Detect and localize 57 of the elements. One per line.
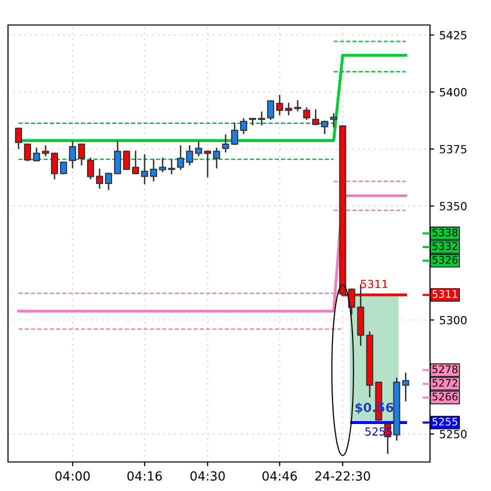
y-tick-label: 5300 xyxy=(440,316,467,324)
candlestick xyxy=(267,100,274,120)
candlestick xyxy=(105,172,112,190)
ref-line-label: 5278 xyxy=(432,365,458,374)
candlestick xyxy=(222,134,230,152)
candlestick xyxy=(186,145,194,166)
series-label: 5311 xyxy=(360,280,388,288)
candlestick xyxy=(249,118,256,126)
y-tick-label: 5350 xyxy=(440,202,467,210)
candlestick xyxy=(294,100,302,112)
ref-line-label: 5338 xyxy=(432,228,458,236)
x-tick-label: 24-22:30 xyxy=(315,471,370,481)
y-tick-label: 5400 xyxy=(440,88,467,96)
candlestick xyxy=(285,102,292,116)
ref-line-label: 5272 xyxy=(432,378,458,387)
candlestick xyxy=(231,122,238,145)
ref-line-label: 5332 xyxy=(432,242,458,250)
y-tick-label: 5250 xyxy=(440,430,467,438)
candlestick xyxy=(213,148,220,168)
candlestick xyxy=(69,141,76,168)
ref-line-label: 5266 xyxy=(432,392,458,401)
candlestick xyxy=(42,145,50,156)
candlestick xyxy=(321,120,328,134)
candlestick xyxy=(240,118,248,134)
candlestick xyxy=(141,154,148,184)
candlestick xyxy=(15,128,22,150)
y-tick-label: 5425 xyxy=(440,31,466,40)
candlestick xyxy=(78,144,86,166)
candlestick xyxy=(330,113,338,128)
x-tick-label: 04:30 xyxy=(190,471,225,481)
candlestick xyxy=(402,372,410,402)
candlestick xyxy=(96,168,104,189)
x-tick-label: 04:00 xyxy=(55,471,90,481)
candlestick xyxy=(24,144,32,162)
candlestick xyxy=(87,158,94,180)
y-tick-label: 5375 xyxy=(440,144,466,154)
candlestick xyxy=(51,152,58,180)
ref-line-label: 5255 xyxy=(432,418,458,426)
x-tick-label: 04:46 xyxy=(262,471,297,481)
candlestick xyxy=(312,109,320,126)
candlestick xyxy=(159,158,166,172)
ref-line-label: 5311 xyxy=(432,290,458,298)
candlestick xyxy=(177,145,184,170)
candlestick xyxy=(123,150,130,170)
candlestick xyxy=(204,150,212,178)
candlestick xyxy=(150,159,158,182)
candlestick xyxy=(33,148,40,162)
x-tick-label: 04:16 xyxy=(127,471,162,481)
candlestick xyxy=(132,150,140,174)
candlestick xyxy=(303,107,310,120)
candlestick xyxy=(60,162,68,174)
candlestick xyxy=(258,112,266,126)
candlestick xyxy=(276,94,284,116)
ref-line-label: 5326 xyxy=(432,256,458,264)
candlestick xyxy=(195,141,202,156)
candlestick xyxy=(114,141,122,174)
candlestick xyxy=(168,159,176,174)
